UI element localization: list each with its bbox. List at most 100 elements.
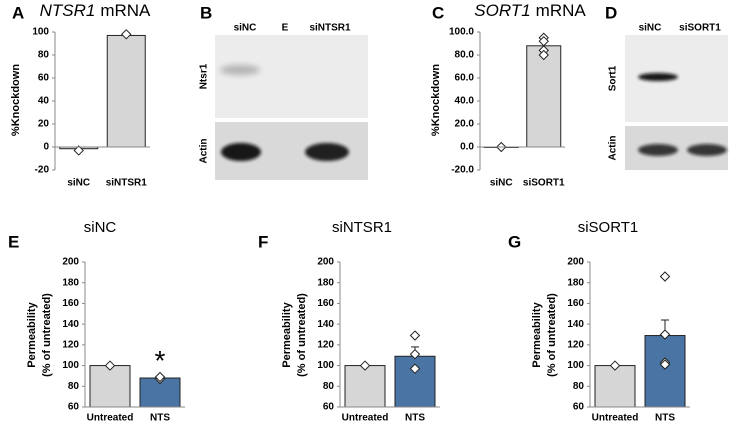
blot-band <box>638 73 678 81</box>
bar <box>526 45 562 148</box>
y-tick-label: 120 <box>62 339 79 350</box>
y-tick-label: 80 <box>323 381 335 392</box>
y-tick-label: 140 <box>567 319 584 330</box>
y-tick-label: 180 <box>317 277 334 288</box>
bar <box>644 335 686 408</box>
blot-band <box>221 143 261 161</box>
data-point <box>359 360 371 371</box>
panel-letter: F <box>258 232 268 251</box>
y-tick-label: 160 <box>567 298 584 309</box>
bar <box>89 365 131 408</box>
chart-title: SORT1 mRNA <box>474 1 586 20</box>
y-tick-label: 100 <box>62 360 79 371</box>
data-point <box>409 348 421 360</box>
y-tick-label: 80.0 <box>455 50 475 61</box>
y-tick-label: 0 <box>43 142 49 153</box>
x-tick-label: NTS <box>655 413 675 424</box>
y-tick-label: 60 <box>68 402 80 413</box>
chart-title: siNC <box>84 219 117 236</box>
y-tick-label: 60 <box>38 73 50 84</box>
blot-band <box>687 144 727 156</box>
y-tick-label: 200 <box>62 257 79 268</box>
y-tick-label: 60.0 <box>455 73 475 84</box>
blot-band <box>638 144 678 156</box>
y-tick-label: 80 <box>38 50 50 61</box>
y-tick-label: 140 <box>317 319 334 330</box>
y-axis-label: %Knockdown <box>430 64 442 136</box>
x-tick-label: NTS <box>150 413 170 424</box>
y-tick-label: 200 <box>317 257 334 268</box>
y-tick-label: 20.0 <box>455 119 475 130</box>
y-tick-label: 40 <box>38 96 50 107</box>
x-tick-label: NTS <box>405 413 425 424</box>
y-tick-label: 120 <box>317 339 334 350</box>
title-text: siSORT1 <box>578 219 639 236</box>
panel-letter: E <box>8 232 19 251</box>
x-tick-label: siNC <box>67 178 90 189</box>
y-tick-label: 40.0 <box>455 96 475 107</box>
y-tick-label: 100 <box>32 27 49 38</box>
y-tick-label: -20.0 <box>451 165 474 176</box>
lane-label: siSORT1 <box>679 23 721 34</box>
panel-letter: B <box>200 3 212 22</box>
panel-letter: D <box>605 3 617 22</box>
chart-title: siSORT1 <box>578 219 639 236</box>
data-point <box>609 360 621 371</box>
y-tick-label: 100 <box>567 360 584 371</box>
x-tick-label: siSORT1 <box>523 178 565 189</box>
x-tick-label: siNC <box>490 178 513 189</box>
panel-letter: C <box>432 3 444 22</box>
data-point <box>104 360 116 371</box>
bar <box>344 365 386 408</box>
title-gene: SORT1 <box>474 1 530 20</box>
y-tick-label: 120 <box>567 339 584 350</box>
y-tick-label: 60 <box>323 402 335 413</box>
data-point <box>409 330 421 341</box>
data-point <box>154 371 166 383</box>
panel-letter: G <box>508 232 521 251</box>
y-tick-label: 0.0 <box>460 142 474 153</box>
title-gene: NTSR1 <box>40 1 96 20</box>
x-tick-label: Untreated <box>87 413 134 424</box>
y-tick-label: 100 <box>317 360 334 371</box>
y-axis-label: Permeability <box>531 301 543 367</box>
row-label: Sort1 <box>608 65 619 91</box>
title-text: siNTSR1 <box>332 219 392 236</box>
title-text: mRNA <box>536 1 587 20</box>
lane-label: E <box>282 23 289 34</box>
x-tick-label: Untreated <box>592 413 639 424</box>
y-tick-label: -20 <box>35 165 50 176</box>
bar <box>594 365 636 408</box>
y-tick-label: 180 <box>62 277 79 288</box>
x-tick-label: siNTSR1 <box>106 178 148 189</box>
y-tick-label: 140 <box>62 319 79 330</box>
y-tick-label: 100.0 <box>449 27 474 38</box>
y-tick-label: 160 <box>62 298 79 309</box>
y-axis-label: (% of untreated) <box>546 293 558 377</box>
data-point <box>659 329 671 340</box>
y-axis-label: (% of untreated) <box>41 293 53 377</box>
blot-membrane <box>215 35 368 118</box>
y-tick-label: 80 <box>68 381 80 392</box>
y-tick-label: 80 <box>573 381 585 392</box>
y-axis-label: (% of untreated) <box>296 293 308 377</box>
y-tick-label: 160 <box>317 298 334 309</box>
blot-band <box>220 65 260 75</box>
y-tick-label: 200 <box>567 257 584 268</box>
x-tick-label: Untreated <box>342 413 389 424</box>
title-text: mRNA <box>100 1 151 20</box>
lane-label: siNTSR1 <box>309 23 351 34</box>
lane-label: siNC <box>234 23 257 34</box>
y-tick-label: 180 <box>567 277 584 288</box>
chart-title: siNTSR1 <box>332 219 392 236</box>
y-tick-label: 60 <box>573 402 585 413</box>
lane-label: siNC <box>639 23 662 34</box>
row-label: Actin <box>608 136 619 161</box>
data-point <box>538 49 549 61</box>
row-label: Actin <box>199 139 210 164</box>
data-point <box>659 359 671 370</box>
data-point <box>409 363 421 374</box>
y-tick-label: 20 <box>38 119 50 130</box>
blot-band <box>305 143 349 161</box>
